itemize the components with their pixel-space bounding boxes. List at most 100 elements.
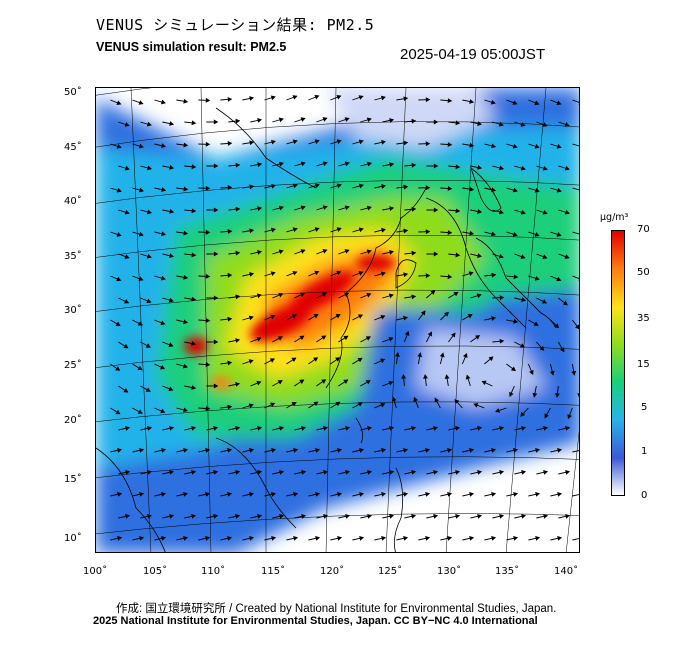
wind-arrowhead [322,161,328,167]
wind-arrowhead [473,403,479,408]
wind-arrowhead [381,227,386,233]
wind-arrowhead [277,336,283,341]
wind-arrowhead [227,535,233,541]
wind-arrowhead [380,95,386,101]
wind-arrowhead [161,447,167,453]
wind-arrowhead [278,205,284,211]
lon-label-100: 100˚ [83,566,108,577]
wind-arrowhead [249,535,255,541]
wind-arrowhead [578,103,579,105]
wind-arrowhead [249,491,255,497]
wind-arrowhead [433,207,439,213]
wind-arrowhead [498,165,504,171]
wind-arrowhead [403,535,409,541]
wind-arrowhead [146,298,152,304]
wind-arrowhead [279,513,285,519]
wind-arrowhead [380,271,386,277]
wind-arrowhead [336,227,342,232]
colorbar-tick-5: 5 [641,402,648,413]
wind-arrowhead [161,491,167,497]
wind-arrowhead [381,491,387,497]
wind-arrowhead [477,469,483,475]
wind-arrowhead [169,253,175,259]
wind-arrowhead [534,232,540,237]
wind-arrowhead [249,447,255,453]
wind-arrowhead [257,469,263,475]
wind-arrowhead [455,425,461,431]
wind-arrowhead [138,276,144,281]
wind-arrowhead [404,330,410,336]
wind-arrowhead [366,249,372,255]
wind-arrowhead [257,249,263,255]
graticule [96,88,579,552]
wind-arrowhead [293,447,299,453]
wind-arrowhead [462,352,468,359]
wind-arrowhead [227,360,233,366]
wind-arrowhead [433,469,439,475]
wind-arrowhead [499,338,505,344]
colorbar-tick-35: 35 [637,313,650,324]
colorbar-tick-50: 50 [637,267,650,278]
lon-label-105: 105˚ [143,566,168,577]
wind-arrowhead [389,118,395,123]
wind-arrowhead [403,447,409,453]
wind-arrowhead [543,425,549,431]
wind-arrow [572,450,579,453]
wind-arrowhead [529,369,534,375]
wind-arrowhead [116,276,122,282]
wind-arrowhead [403,272,409,278]
wind-arrowhead [381,447,387,453]
wind-arrowhead [336,94,342,100]
concentration-hotspots [184,255,396,389]
wind-arrowhead [137,409,143,414]
wind-arrowhead [125,425,131,431]
wind-arrowhead [160,364,166,370]
wind-arrowhead [490,231,496,237]
wind-arrowhead [469,142,475,148]
wind-arrowhead [301,513,307,519]
wind-arrowhead [358,183,364,189]
wind-arrowhead [146,209,152,215]
wind-arrowhead [169,121,175,126]
wind-arrowhead [313,314,319,319]
wind-arrowhead [521,469,527,475]
wind-arrowhead [388,337,394,342]
wind-arrow [572,494,579,497]
wind-arrowhead [433,163,439,169]
wind-arrowhead [213,295,219,301]
wind-arrowhead [249,228,255,234]
wind-arrowhead [477,425,483,431]
wind-arrowhead [321,379,327,384]
wind-arrowhead [367,469,373,475]
wind-arrowhead [578,235,579,237]
wind-arrowhead [169,209,175,214]
wind-arrowhead [227,229,233,234]
wind-arrowhead [293,535,299,541]
wind-arrowhead [191,469,197,475]
colorbar-tick-0: 0 [641,490,648,501]
wind-arrowhead [556,232,562,237]
wind-arrowhead [549,370,555,376]
wind-arrowhead [123,343,129,349]
wind-arrowhead [227,316,233,322]
wind-arrowhead [565,425,571,431]
wind-arrowhead [249,272,255,277]
wind-arrowhead [556,187,562,193]
wind-arrowhead [344,117,350,122]
wind-arrowhead [191,252,197,258]
wind-arrowhead [139,535,145,541]
wind-arrowhead [213,119,219,125]
wind-arrowhead [389,249,395,255]
wind-arrowhead [256,293,262,299]
wind-arrowhead [455,164,461,170]
wind-arrowhead [439,352,445,358]
wind-arrowhead [115,321,121,326]
wind-arrowhead [425,97,431,103]
wind-arrowhead [358,95,364,100]
wind-arrowhead [454,399,460,405]
wind-arrowhead [271,491,277,497]
wind-arrowhead [565,469,571,475]
wind-arrowhead [227,272,233,278]
wind-arrowhead [335,314,341,319]
wind-arrowhead [183,535,189,541]
